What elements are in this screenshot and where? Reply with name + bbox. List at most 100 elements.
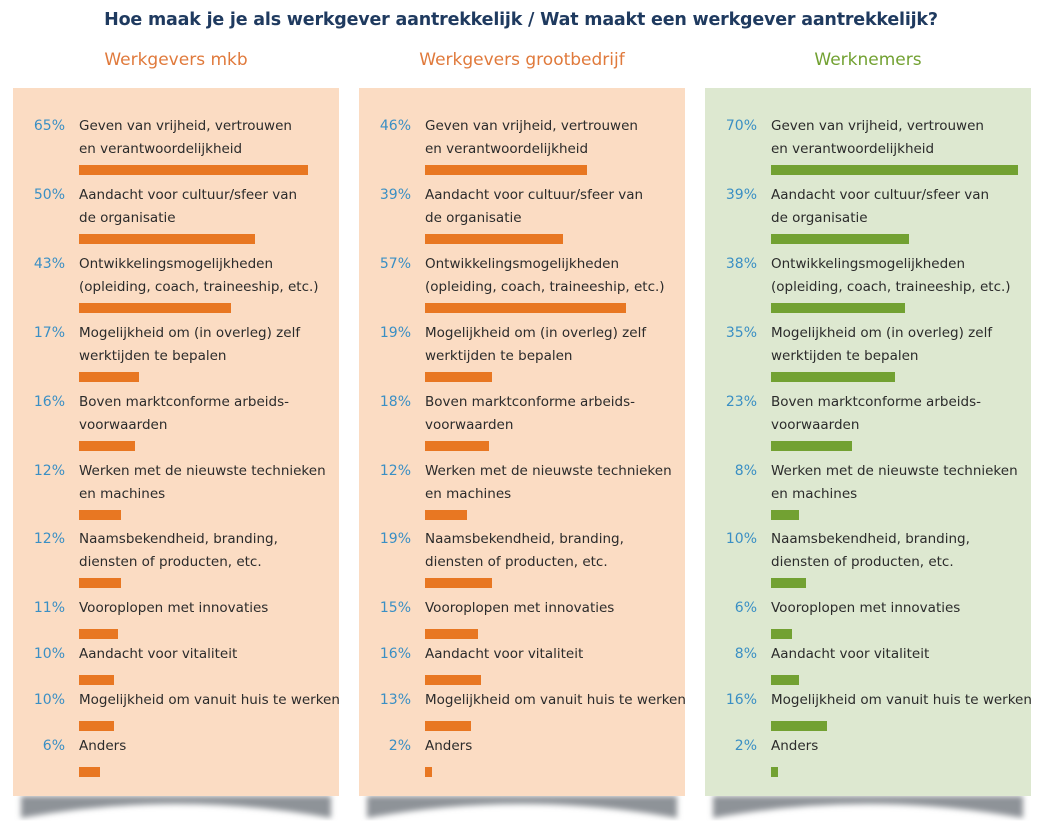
category-label: diensten of producten, etc. — [425, 554, 608, 570]
data-label: 19% — [379, 531, 411, 547]
bar — [79, 767, 101, 777]
category-label: en machines — [425, 486, 512, 502]
category-label: Anders — [79, 738, 127, 754]
category-label: diensten of producten, etc. — [771, 554, 954, 570]
category-label: voorwaarden — [771, 417, 860, 433]
data-label: 8% — [734, 646, 757, 662]
panel-shadow — [13, 796, 339, 828]
bar — [425, 234, 563, 244]
bar — [425, 629, 478, 639]
bar — [771, 578, 807, 588]
bar — [79, 303, 231, 313]
data-label: 11% — [33, 600, 65, 616]
panel-shadow — [705, 796, 1031, 828]
bar — [425, 578, 493, 588]
category-label: werktijden te bepalen — [79, 348, 227, 364]
data-label: 57% — [379, 256, 411, 272]
data-label: 16% — [379, 646, 411, 662]
category-label: Aandacht voor cultuur/sfeer van — [771, 187, 990, 203]
category-label: Mogelijkheid om (in overleg) zelf — [79, 325, 301, 341]
data-label: 12% — [33, 531, 65, 547]
category-label: diensten of producten, etc. — [79, 554, 262, 570]
category-label: en machines — [79, 486, 166, 502]
category-label: werktijden te bepalen — [771, 348, 919, 364]
bar — [79, 721, 115, 731]
series-title: Werkgevers mkb — [104, 50, 248, 70]
data-label: 10% — [33, 646, 65, 662]
bar — [79, 578, 122, 588]
data-label: 18% — [379, 394, 411, 410]
bar — [771, 510, 800, 520]
category-label: Mogelijkheid om vanuit huis te werken — [771, 692, 1032, 708]
data-label: 38% — [725, 256, 757, 272]
bar — [79, 165, 309, 175]
data-label: 2% — [388, 738, 411, 754]
bar — [771, 767, 779, 777]
category-label: Aandacht voor cultuur/sfeer van — [425, 187, 644, 203]
category-label: Aandacht voor vitaliteit — [79, 646, 238, 662]
data-label: 12% — [33, 463, 65, 479]
data-label: 50% — [33, 187, 65, 203]
category-label: en verantwoordelijkheid — [425, 141, 589, 157]
category-label: Werken met de nieuwste technieken — [425, 463, 672, 479]
category-label: Anders — [425, 738, 473, 754]
bar — [425, 372, 493, 382]
bar — [771, 441, 853, 451]
panel-shadow-shape — [713, 796, 1023, 818]
category-label: en verantwoordelijkheid — [771, 141, 935, 157]
category-label: Ontwikkelingsmogelijkheden — [771, 256, 966, 272]
category-label: Aandacht voor vitaliteit — [771, 646, 930, 662]
category-label: Werken met de nieuwste technieken — [771, 463, 1018, 479]
bar — [771, 675, 800, 685]
data-label: 43% — [33, 256, 65, 272]
category-label: Boven marktconforme arbeids- — [79, 394, 289, 410]
bar — [79, 510, 122, 520]
data-label: 15% — [379, 600, 411, 616]
data-label: 6% — [42, 738, 65, 754]
category-label: Naamsbekendheid, branding, — [771, 531, 970, 547]
category-label: Boven marktconforme arbeids- — [425, 394, 635, 410]
category-label: Werken met de nieuwste technieken — [79, 463, 326, 479]
category-label: (opleiding, coach, traineeship, etc.) — [771, 279, 1011, 295]
data-label: 12% — [379, 463, 411, 479]
data-label: 13% — [379, 692, 411, 708]
data-label: 16% — [33, 394, 65, 410]
bar — [79, 372, 139, 382]
category-label: werktijden te bepalen — [425, 348, 573, 364]
category-label: Aandacht voor cultuur/sfeer van — [79, 187, 298, 203]
bar — [79, 234, 256, 244]
bar — [425, 767, 433, 777]
data-label: 39% — [379, 187, 411, 203]
bar — [425, 165, 588, 175]
data-label: 23% — [725, 394, 757, 410]
category-label: Vooroplopen met innovaties — [425, 600, 615, 616]
bar — [771, 234, 909, 244]
category-label: Naamsbekendheid, branding, — [79, 531, 278, 547]
bar — [79, 441, 136, 451]
data-label: 19% — [379, 325, 411, 341]
category-label: de organisatie — [79, 210, 176, 226]
bar — [771, 629, 793, 639]
category-label: de organisatie — [771, 210, 868, 226]
category-label: Vooroplopen met innovaties — [771, 600, 961, 616]
category-label: Anders — [771, 738, 819, 754]
series-panel: 46% Geven van vrijheid, vertrouwen en vera… — [359, 88, 686, 796]
panel-shadow — [359, 796, 685, 828]
data-label: 10% — [33, 692, 65, 708]
category-label: Mogelijkheid om (in overleg) zelf — [425, 325, 647, 341]
category-label: Geven van vrijheid, vertrouwen — [771, 118, 984, 134]
category-label: Naamsbekendheid, branding, — [425, 531, 624, 547]
series-title: Werkgevers grootbedrijf — [419, 50, 625, 70]
data-label: 17% — [33, 325, 65, 341]
bar — [425, 510, 468, 520]
series-title: Werknemers — [814, 50, 922, 70]
category-label: (opleiding, coach, traineeship, etc.) — [79, 279, 319, 295]
category-label: (opleiding, coach, traineeship, etc.) — [425, 279, 665, 295]
category-label: en machines — [771, 486, 858, 502]
category-label: voorwaarden — [425, 417, 514, 433]
bar — [771, 721, 828, 731]
category-label: en verantwoordelijkheid — [79, 141, 243, 157]
data-label: 16% — [725, 692, 757, 708]
category-label: Ontwikkelingsmogelijkheden — [79, 256, 274, 272]
category-label: Ontwikkelingsmogelijkheden — [425, 256, 620, 272]
